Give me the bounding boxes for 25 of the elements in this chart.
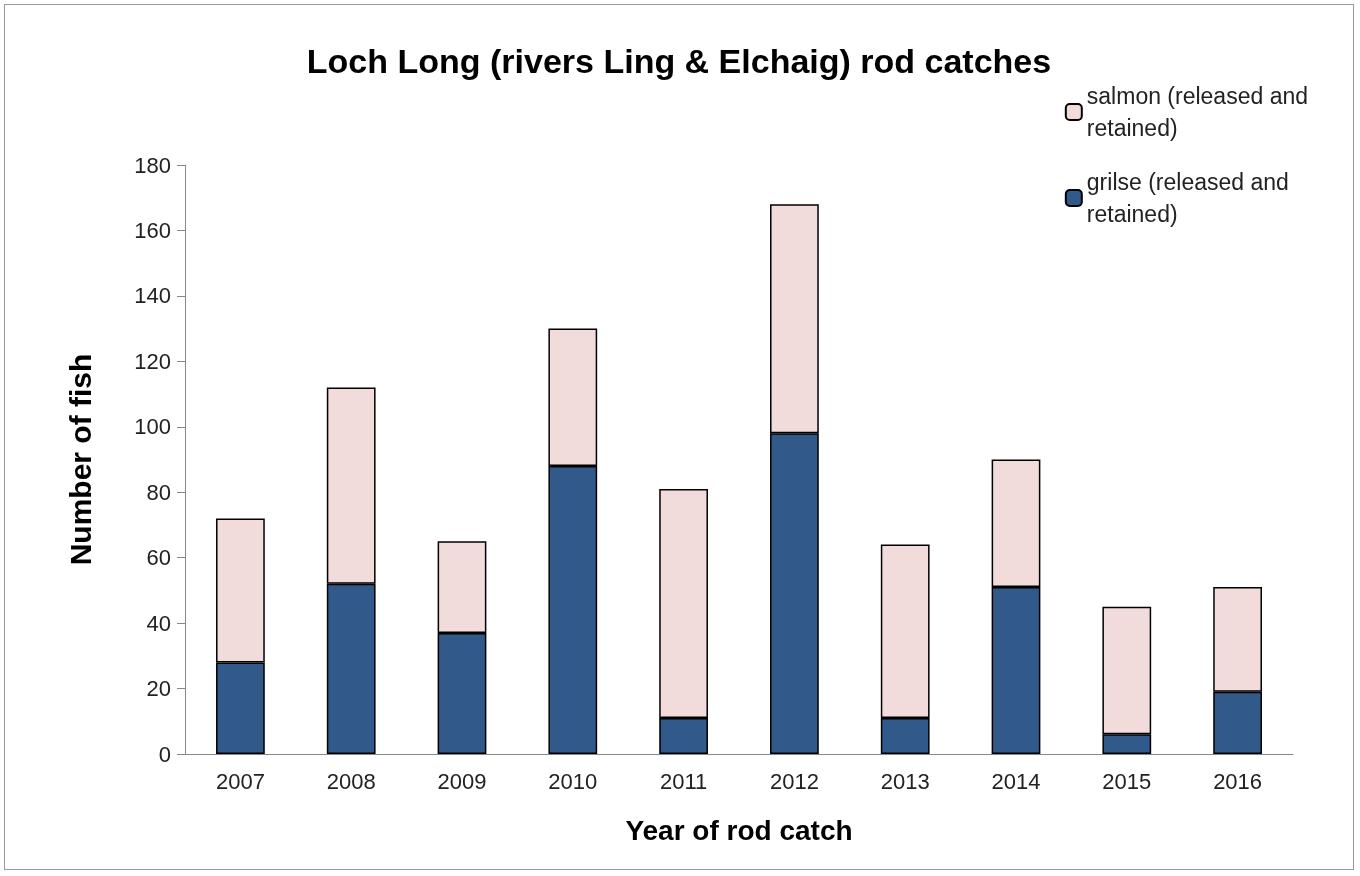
x-tick-label: 2014 [991, 768, 1041, 794]
y-tick-label: 160 [134, 217, 171, 243]
y-tick-label: 40 [146, 610, 171, 636]
x-tick-label: 2011 [659, 768, 708, 794]
x-tick-label: 2015 [1102, 768, 1152, 794]
y-tick-label: 140 [134, 283, 171, 309]
x-axis-title: Year of rod catch [625, 814, 853, 846]
y-tick-label: 80 [146, 479, 171, 505]
y-tick-label: 20 [146, 676, 171, 702]
y-tick-label: 120 [134, 348, 171, 374]
y-tick-label: 60 [146, 545, 171, 571]
x-tick-label: 2012 [769, 768, 819, 794]
y-axis-title: Number of fish [63, 353, 97, 566]
chart-title: Loch Long (rivers Ling & Elchaig) rod catches [306, 42, 1052, 80]
x-tick-label: 2016 [1213, 768, 1263, 794]
x-tick-label: 2010 [548, 768, 598, 794]
y-tick-label: 180 [134, 152, 171, 178]
x-tick-label: 2013 [880, 768, 930, 794]
x-tick-label: 2007 [215, 768, 265, 794]
x-tick-label: 2008 [326, 768, 376, 794]
y-tick-label: 0 [158, 741, 171, 767]
legend-label: salmon (released and retained) [1086, 83, 1308, 141]
x-tick-label: 2009 [437, 768, 487, 794]
legend-label: grilse (released and retained) [1086, 169, 1289, 227]
y-tick-label: 100 [134, 414, 171, 440]
